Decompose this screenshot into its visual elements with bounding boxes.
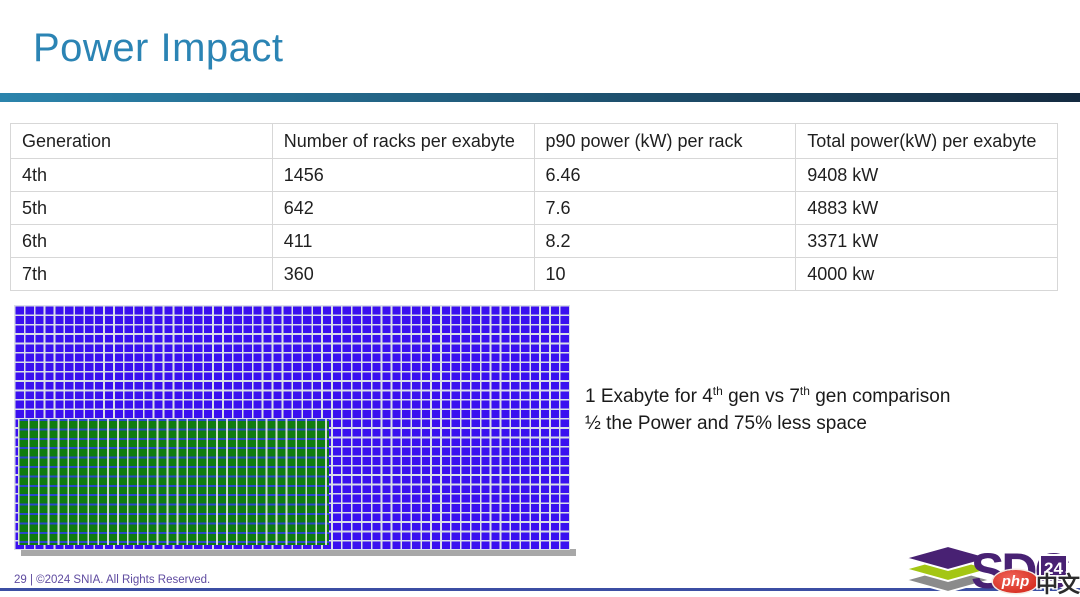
cell-p90: 7.6	[533, 191, 797, 225]
comparison-line-2: ½ the Power and 75% less space	[585, 413, 868, 434]
table-row: 6th 411 8.2 3371 kW	[10, 224, 1058, 258]
rack-grid-7th-gen-overlay	[18, 419, 329, 545]
cell-total: 4000 kw	[795, 257, 1058, 291]
cell-racks: 360	[271, 257, 535, 291]
cell-generation: 4th	[10, 158, 273, 192]
cell-generation: 7th	[10, 257, 273, 291]
cell-total: 3371 kW	[795, 224, 1058, 258]
table-header-row: Generation Number of racks per exabyte p…	[10, 123, 1058, 159]
power-table: Generation Number of racks per exabyte p…	[10, 123, 1058, 291]
cell-racks: 411	[271, 224, 535, 258]
bottom-border-line	[0, 588, 1080, 591]
title-divider-bar	[0, 93, 1080, 102]
col-header-p90-power: p90 power (kW) per rack	[533, 123, 797, 159]
cell-total: 4883 kW	[795, 191, 1058, 225]
col-header-generation: Generation	[10, 123, 273, 159]
table-row: 5th 642 7.6 4883 kW	[10, 191, 1058, 225]
page-title: Power Impact	[33, 26, 284, 70]
comparison-line-1: 1 Exabyte for 4th gen vs 7th gen compari…	[585, 384, 951, 407]
table-row: 4th 1456 6.46 9408 kW	[10, 158, 1058, 192]
sdc-layers-icon	[901, 544, 995, 596]
cell-p90: 10	[533, 257, 797, 291]
col-header-total-power: Total power(kW) per exabyte	[795, 123, 1058, 159]
superscript-th: th	[799, 384, 810, 398]
cell-generation: 5th	[10, 191, 273, 225]
table-row: 7th 360 10 4000 kw	[10, 257, 1058, 291]
slide-footer: 29 | ©2024 SNIA. All Rights Reserved.	[14, 574, 211, 586]
cell-p90: 6.46	[533, 158, 797, 192]
cell-generation: 6th	[10, 224, 273, 258]
rack-grid-shadow	[21, 549, 576, 556]
superscript-th: th	[712, 384, 723, 398]
watermark-text: 中文网	[1036, 572, 1080, 597]
cell-racks: 642	[271, 191, 535, 225]
cell-p90: 8.2	[533, 224, 797, 258]
comparison-annotation: 1 Exabyte for 4th gen vs 7th gen compari…	[585, 384, 950, 436]
sdc-24-badge: 24	[1041, 556, 1066, 581]
php-watermark-icon: php	[993, 570, 1038, 593]
cell-racks: 1456	[271, 158, 535, 192]
cell-total: 9408 kW	[795, 158, 1058, 192]
rack-grid-4th-gen	[14, 305, 570, 550]
col-header-racks-per-exabyte: Number of racks per exabyte	[271, 123, 535, 159]
